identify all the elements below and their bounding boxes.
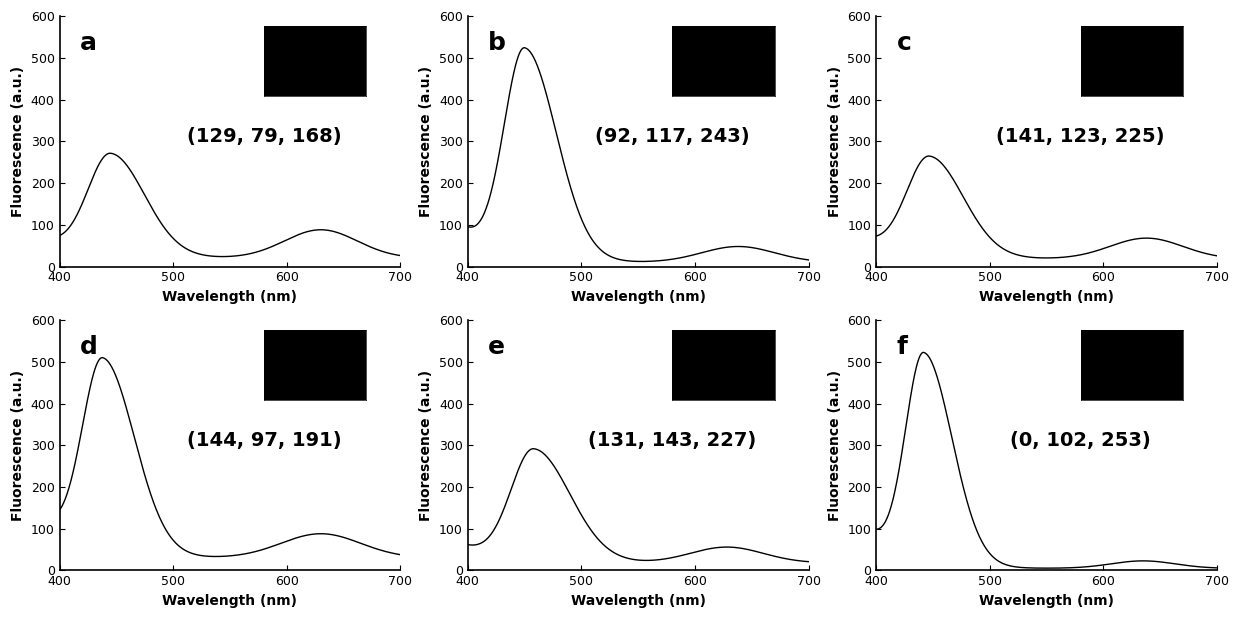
Text: f: f [897,335,908,359]
Y-axis label: Fluorescence (a.u.): Fluorescence (a.u.) [419,370,433,521]
Y-axis label: Fluorescence (a.u.): Fluorescence (a.u.) [827,66,842,217]
X-axis label: Wavelength (nm): Wavelength (nm) [162,290,298,304]
Text: (0, 102, 253): (0, 102, 253) [1011,431,1151,450]
Text: (144, 97, 191): (144, 97, 191) [187,431,341,450]
X-axis label: Wavelength (nm): Wavelength (nm) [978,594,1114,608]
Text: a: a [81,31,97,55]
Text: (92, 117, 243): (92, 117, 243) [595,127,750,146]
X-axis label: Wavelength (nm): Wavelength (nm) [162,594,298,608]
X-axis label: Wavelength (nm): Wavelength (nm) [570,594,706,608]
Text: (129, 79, 168): (129, 79, 168) [187,127,341,146]
Y-axis label: Fluorescence (a.u.): Fluorescence (a.u.) [11,370,25,521]
Text: d: d [81,335,98,359]
Text: c: c [897,31,911,55]
Text: b: b [489,31,506,55]
Text: e: e [489,335,505,359]
Text: (141, 123, 225): (141, 123, 225) [996,127,1164,146]
X-axis label: Wavelength (nm): Wavelength (nm) [978,290,1114,304]
Y-axis label: Fluorescence (a.u.): Fluorescence (a.u.) [419,66,433,217]
Text: (131, 143, 227): (131, 143, 227) [588,431,756,450]
Y-axis label: Fluorescence (a.u.): Fluorescence (a.u.) [827,370,842,521]
X-axis label: Wavelength (nm): Wavelength (nm) [570,290,706,304]
Y-axis label: Fluorescence (a.u.): Fluorescence (a.u.) [11,66,25,217]
